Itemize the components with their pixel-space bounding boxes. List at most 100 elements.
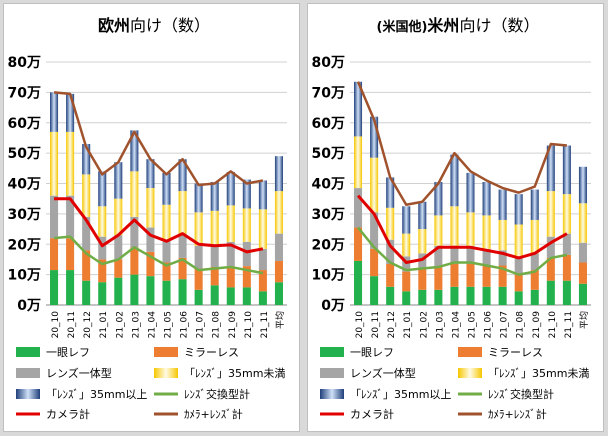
bar-mirrorless (98, 259, 107, 283)
bar-lens-large (418, 201, 427, 230)
x-tick-label: 21_05 (468, 311, 478, 338)
bar-slr (370, 276, 379, 305)
bar-lens-large (370, 116, 379, 158)
x-tick-label: 平均 (578, 311, 590, 329)
x-tick-label: 21_09 (228, 311, 238, 339)
legend-swatch-compact (16, 368, 40, 378)
bar-mirrorless (50, 238, 59, 271)
x-tick-label: 21_07 (500, 311, 510, 338)
legend-label: 「ﾚﾝｽﾞ」35mm以上 (46, 388, 147, 401)
bar-lens-small (210, 210, 219, 245)
bar-lens-small (258, 209, 267, 249)
bar-mirrorless (354, 227, 363, 261)
bar-compact (562, 233, 571, 255)
bar-lens-small (274, 191, 283, 234)
chart-title-part: 向け（数） (459, 16, 539, 35)
bar-compact (66, 195, 75, 239)
bar-lens-large (498, 189, 507, 220)
y-tick-label: 30万 (8, 207, 41, 223)
x-tick-label: 21_03 (131, 311, 141, 338)
y-tick-label: 70万 (312, 85, 345, 101)
y-tick-label: 30万 (312, 207, 345, 223)
legend-label: カメラ計 (46, 407, 90, 421)
bar-lens-large (482, 181, 491, 216)
bar-lens-large (434, 181, 443, 216)
bar-lens-small (450, 206, 459, 246)
bar-slr (162, 280, 171, 305)
bar-lens-large (530, 189, 539, 220)
bar-compact (514, 257, 523, 274)
bar-slr (114, 277, 123, 305)
bar-slr (530, 289, 539, 305)
bar-mirrorless (386, 263, 395, 287)
chart-title-part: 欧州 (98, 16, 130, 35)
bar-compact (210, 244, 219, 268)
y-tick-label: 0万 (17, 298, 41, 314)
bar-slr (418, 289, 427, 305)
bar-lens-small (130, 171, 139, 217)
bar-mirrorless (466, 263, 475, 287)
bar-slr (546, 280, 555, 305)
bar-mirrorless (546, 257, 555, 281)
chart-title: 欧州向け（数） (98, 16, 210, 35)
bar-lens-small (98, 206, 107, 237)
bar-slr (66, 270, 75, 305)
bar-lens-small (66, 131, 75, 196)
legend-label: レンズ一体型 (46, 366, 112, 380)
bar-compact (482, 248, 491, 266)
bar-compact (578, 242, 587, 263)
y-tick-label: 80万 (312, 55, 345, 71)
bar-slr (242, 287, 251, 305)
bar-mirrorless (418, 268, 427, 290)
x-tick-label: 21_10 (548, 311, 558, 339)
bar-mirrorless (146, 251, 155, 277)
bar-lens-large (546, 145, 555, 192)
bar-mirrorless (242, 266, 251, 288)
bar-mirrorless (514, 273, 523, 292)
bar-lens-large (466, 172, 475, 213)
bar-lens-small (82, 174, 91, 217)
bar-lens-large (578, 166, 587, 204)
x-tick-label: 21_01 (99, 311, 109, 338)
chart-americas: (米国他)米州向け（数） 0万 10万 20万 30万 40万 50万 60万 70万 80万 20… (312, 16, 591, 421)
bar-lens-large (226, 171, 235, 206)
bar-compact (402, 256, 411, 272)
bar-compact (466, 245, 475, 264)
x-tick-label: 21_05 (164, 311, 174, 338)
bar-mirrorless (114, 259, 123, 278)
bar-slr (226, 287, 235, 305)
x-tick-label: 21_04 (147, 311, 157, 339)
bar-slr (82, 280, 91, 305)
bar-slr (50, 270, 59, 305)
x-tick-label: 20_11 (371, 311, 381, 338)
bar-mirrorless (178, 257, 187, 280)
x-tick-label: 20_11 (67, 311, 77, 338)
bar-lens-small (514, 224, 523, 258)
line-camera-total (356, 194, 568, 264)
line-lens-total (357, 226, 568, 276)
y-tick-label: 20万 (312, 237, 345, 253)
bar-compact (146, 227, 155, 252)
x-tick-label: 21_01 (403, 311, 413, 338)
legend-label: 「ﾚﾝｽﾞ」35mm以上 (350, 388, 451, 401)
bar-lens-small (370, 157, 379, 213)
chart-title-part: 向け（数） (130, 16, 210, 35)
bar-lens-small (562, 194, 571, 234)
chart-title-part: 米州 (427, 16, 459, 35)
legend-label: 「ﾚﾝｽﾞ」35mm未満 (488, 367, 589, 380)
legend-label: 一眼レフ (46, 346, 90, 359)
bar-compact (130, 216, 139, 248)
bar-lens-large (450, 154, 459, 207)
bar-lens-small (50, 131, 59, 196)
bar-lens-large (194, 183, 203, 213)
bar-lens-small (386, 207, 395, 240)
bar-slr (578, 283, 587, 305)
bar-lens-small (578, 203, 587, 243)
bar-slr (514, 291, 523, 305)
bar-lens-large (50, 92, 59, 132)
y-tick-label: 80万 (8, 55, 41, 71)
y-tick-label: 10万 (312, 268, 345, 284)
legend-swatch-lens-large (16, 389, 40, 399)
y-tick-label: 40万 (8, 177, 41, 193)
